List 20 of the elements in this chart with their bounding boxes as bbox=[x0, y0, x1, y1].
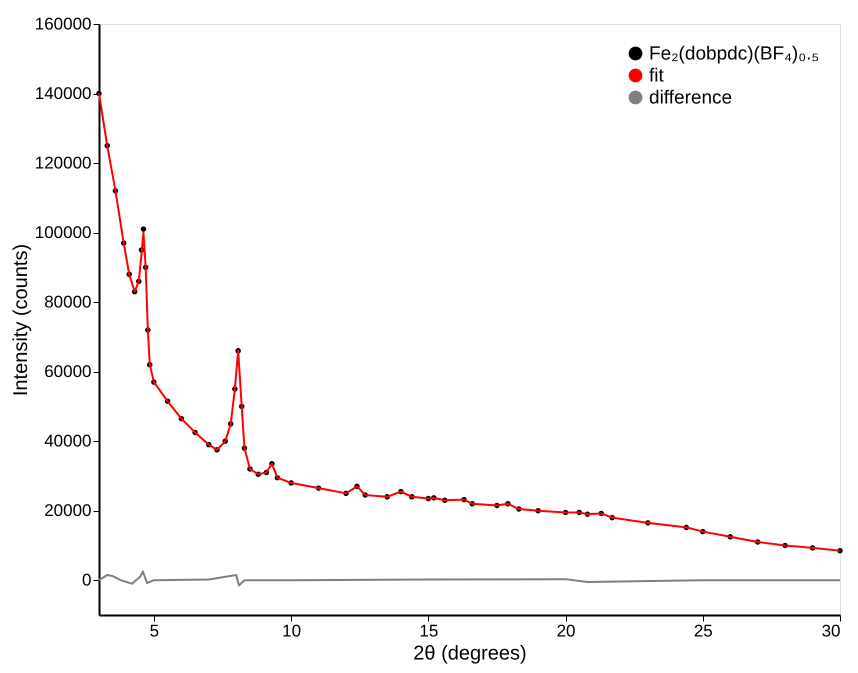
x-tick-label: 15 bbox=[419, 622, 438, 640]
x-tick-label: 20 bbox=[556, 622, 576, 640]
legend-label: difference bbox=[649, 88, 732, 108]
x-tick-label: 30 bbox=[822, 622, 840, 640]
x-tick-label: 10 bbox=[282, 622, 302, 640]
y-tick-label: 80000 bbox=[44, 292, 92, 312]
y-tick-label: 140000 bbox=[34, 84, 92, 104]
legend-label: Fe₂(dobpdc)(BF₄)₀.₅ bbox=[649, 44, 820, 64]
y-tick-label: 0 bbox=[82, 570, 92, 590]
y-tick-label: 60000 bbox=[44, 362, 92, 382]
y-tick-label: 160000 bbox=[34, 14, 92, 34]
y-tick-label: 120000 bbox=[34, 154, 92, 173]
y-tick-label: 100000 bbox=[34, 223, 92, 242]
x-tick-label: 25 bbox=[694, 622, 713, 640]
y-tick-label: 40000 bbox=[44, 432, 92, 451]
legend-label: fit bbox=[649, 66, 664, 86]
y-axis-title: Intensity (counts) bbox=[10, 244, 32, 396]
x-tick-label: 5 bbox=[150, 622, 160, 640]
y-tick-label: 20000 bbox=[44, 501, 92, 520]
x-axis-title: 2θ (degrees) bbox=[413, 642, 527, 664]
